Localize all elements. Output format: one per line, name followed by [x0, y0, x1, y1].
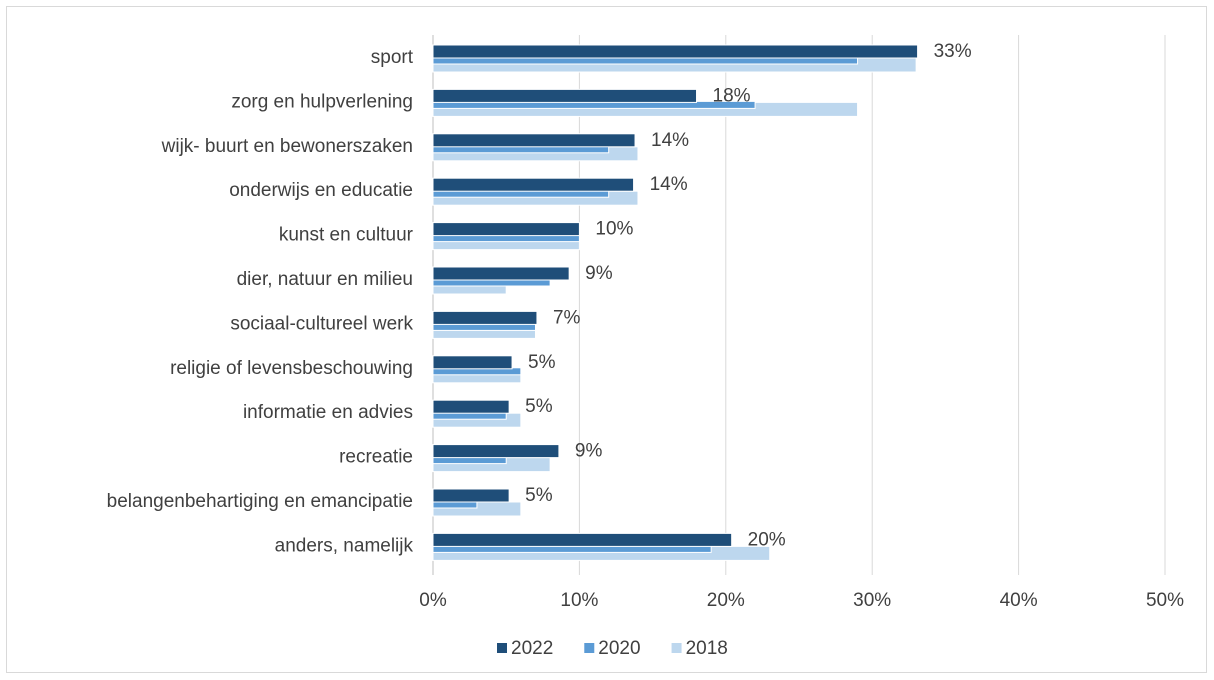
data-label: 9% [585, 263, 613, 284]
y-tick-label: belangenbehartiging en emancipatie [107, 491, 413, 512]
data-label: 20% [748, 529, 786, 550]
bar [432, 177, 635, 192]
data-label: 14% [650, 174, 688, 195]
bar [432, 355, 513, 370]
legend-swatch [584, 643, 595, 653]
x-tick-label: 20% [707, 590, 745, 611]
legend-label: 2018 [686, 638, 728, 659]
bar [432, 88, 698, 103]
bar [432, 488, 510, 503]
y-tick-label: dier, natuur en milieu [237, 269, 413, 290]
legend-label: 2020 [598, 638, 640, 659]
bar [432, 532, 733, 547]
legend-swatch [671, 643, 682, 653]
bar [432, 133, 636, 148]
legend-swatch [497, 643, 507, 653]
y-tick-label: anders, namelijk [275, 535, 414, 556]
bar [432, 44, 919, 59]
y-tick-label: wijk- buurt en bewonerszaken [161, 136, 413, 157]
bar [432, 310, 538, 325]
x-tick-label: 40% [1000, 590, 1038, 611]
y-tick-label: recreatie [339, 447, 413, 468]
bar [432, 444, 560, 459]
bar [432, 222, 580, 237]
y-tick-label: zorg en hulpverlening [231, 91, 413, 112]
data-label: 5% [525, 396, 553, 417]
data-label: 33% [934, 41, 972, 62]
x-tick-label: 30% [853, 590, 891, 611]
data-label: 18% [713, 85, 751, 106]
y-tick-label: religie of levensbeschouwing [170, 358, 413, 379]
y-tick-label: onderwijs en educatie [229, 180, 413, 201]
x-tick-label: 0% [419, 590, 447, 611]
y-tick-label: kunst en cultuur [279, 225, 414, 246]
y-tick-label: informatie en advies [243, 402, 413, 423]
bar [432, 266, 570, 281]
y-tick-label: sociaal-cultureel werk [230, 313, 413, 334]
data-label: 7% [553, 307, 581, 328]
chart-border [6, 6, 1207, 673]
x-tick-label: 50% [1146, 590, 1184, 611]
data-label: 14% [651, 130, 689, 151]
y-tick-label: sport [371, 47, 414, 68]
data-label: 5% [525, 485, 553, 506]
data-label: 9% [575, 441, 603, 462]
legend-label: 2022 [511, 638, 553, 659]
data-label: 10% [595, 219, 633, 240]
bar [432, 399, 510, 414]
data-label: 5% [528, 352, 556, 373]
x-tick-label: 10% [560, 590, 598, 611]
